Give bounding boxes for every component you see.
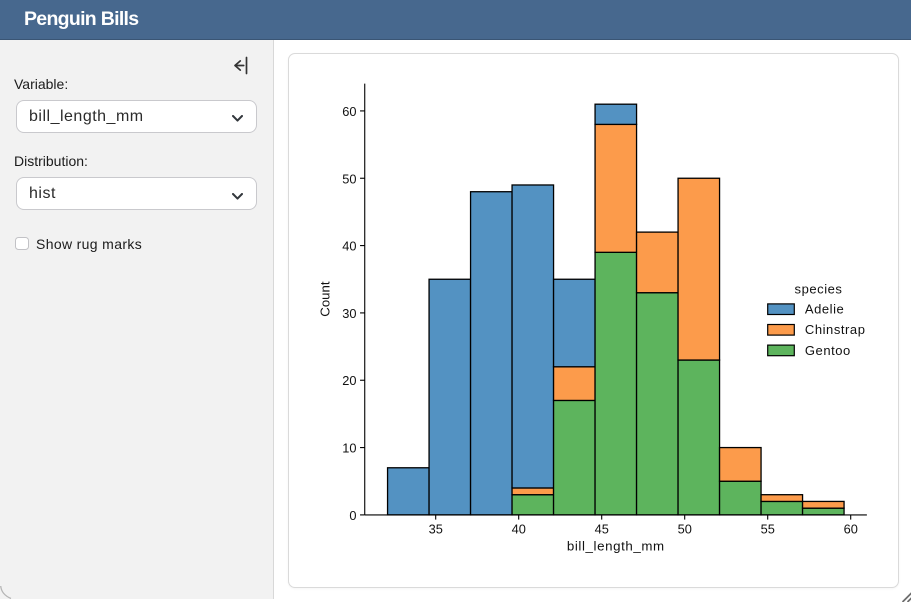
svg-text:35: 35 [429, 522, 443, 537]
svg-text:Gentoo: Gentoo [805, 343, 851, 358]
svg-text:30: 30 [342, 306, 356, 321]
svg-text:45: 45 [595, 522, 609, 537]
svg-text:60: 60 [342, 104, 356, 119]
svg-text:Count: Count [318, 281, 333, 317]
svg-text:40: 40 [342, 239, 356, 254]
svg-text:species: species [795, 282, 843, 297]
svg-text:60: 60 [844, 522, 858, 537]
svg-text:Adelie: Adelie [805, 302, 844, 317]
svg-text:bill_length_mm: bill_length_mm [567, 539, 665, 554]
svg-text:50: 50 [678, 522, 692, 537]
svg-text:10: 10 [342, 441, 356, 456]
svg-text:55: 55 [761, 522, 775, 537]
svg-text:20: 20 [342, 373, 356, 388]
svg-text:50: 50 [342, 171, 356, 186]
svg-text:0: 0 [349, 508, 356, 523]
svg-text:Chinstrap: Chinstrap [805, 322, 866, 337]
svg-text:40: 40 [512, 522, 526, 537]
